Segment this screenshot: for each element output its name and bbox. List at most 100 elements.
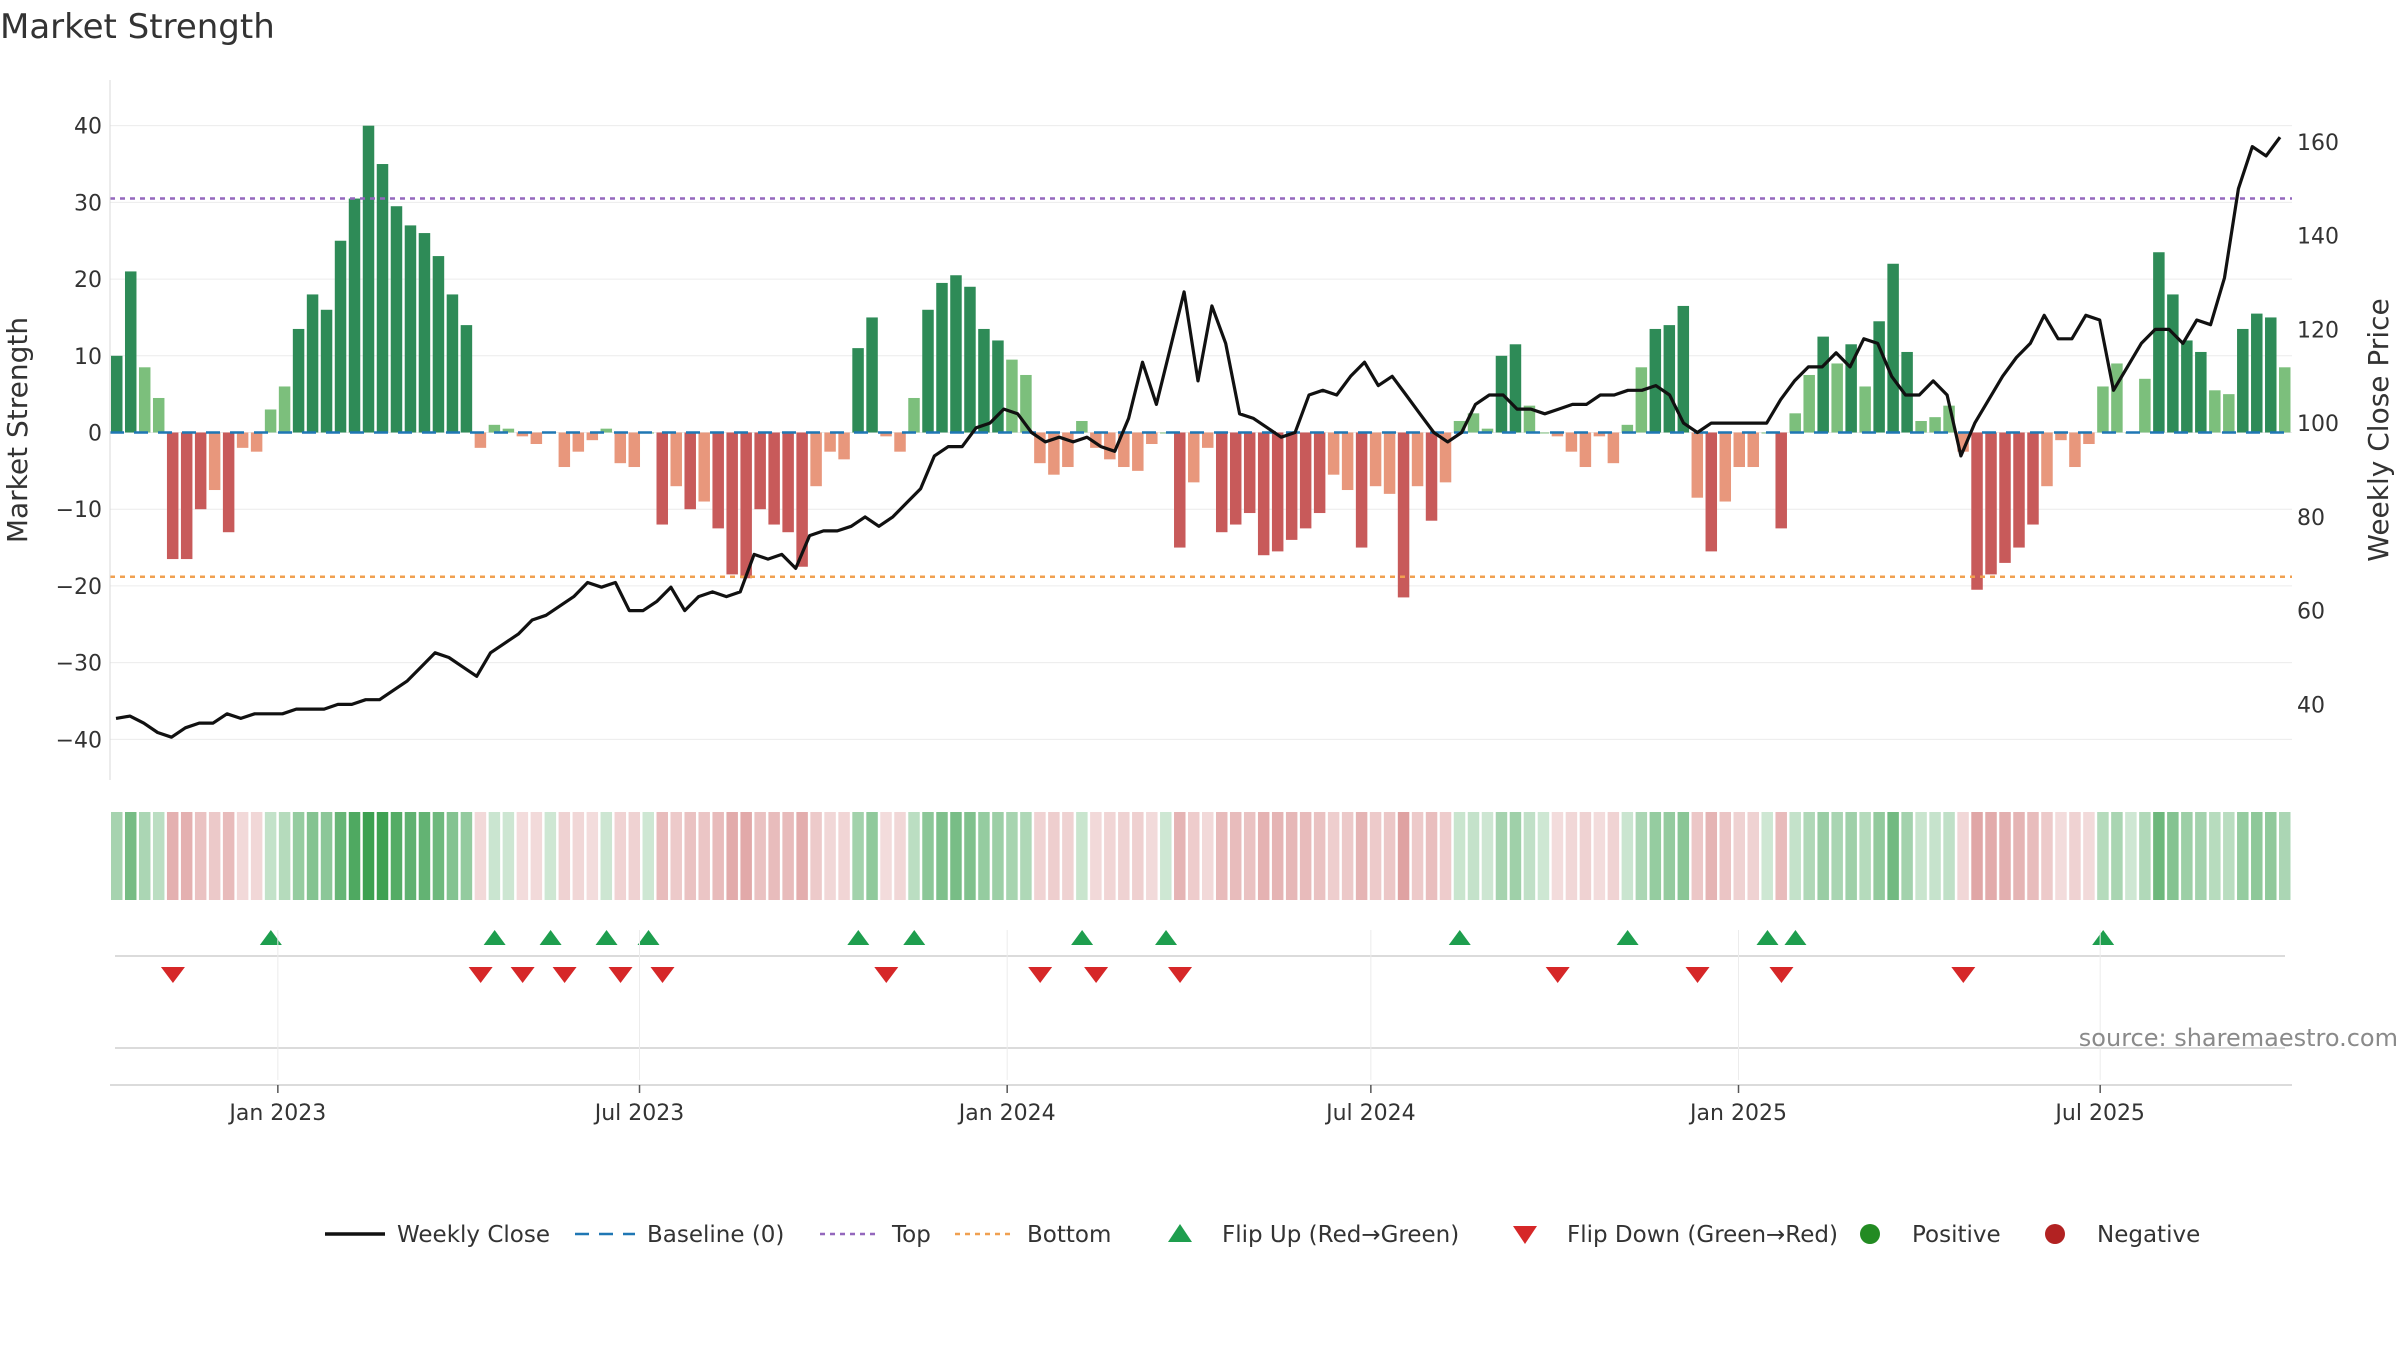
flip-up-marker <box>1071 930 1094 945</box>
strength-bar <box>684 432 696 510</box>
heat-cell <box>2195 812 2207 900</box>
x-tick-label: Jan 2025 <box>1688 1101 1787 1126</box>
strength-bar <box>460 325 473 433</box>
legend-item: Flip Down (Green→Red) <box>1513 1222 1838 1248</box>
strength-bar <box>1188 432 1200 483</box>
flip-down-marker <box>160 967 185 983</box>
strength-bar <box>1146 432 1158 445</box>
strength-bar <box>2167 294 2179 433</box>
heat-cell <box>180 812 193 900</box>
strength-bar <box>1747 432 1759 468</box>
strength-bar <box>320 309 333 433</box>
strength-bar <box>1481 428 1494 433</box>
heat-cell <box>1090 812 1102 900</box>
strength-bar <box>446 294 459 433</box>
heat-cell <box>1733 812 1745 900</box>
strength-bar <box>1775 432 1787 529</box>
strength-bar <box>1118 432 1130 468</box>
strength-bar <box>810 432 822 487</box>
legend-label: Baseline (0) <box>647 1222 784 1248</box>
strength-bar <box>2069 432 2081 468</box>
legend-label: Top <box>891 1222 931 1248</box>
heat-cell <box>1775 812 1787 900</box>
flip-down-marker <box>468 967 493 983</box>
heat-cell <box>1160 812 1172 900</box>
strength-bar <box>362 125 375 433</box>
flip-down-marker <box>874 967 899 983</box>
flip-up-marker <box>595 930 618 945</box>
y2-tick-label: 120 <box>2297 318 2339 343</box>
strength-bar <box>656 432 668 525</box>
heat-cell <box>390 812 403 900</box>
weekly-close-line <box>115 136 2282 739</box>
strength-bar <box>1705 432 1718 552</box>
heat-cell <box>978 812 990 900</box>
strength-bar <box>194 432 207 510</box>
strength-bar <box>2013 432 2025 548</box>
heat-cell <box>1425 812 1438 900</box>
heat-cell <box>1118 812 1130 900</box>
heat-cell <box>1719 812 1732 900</box>
heat-cell <box>1705 812 1718 900</box>
heat-cell <box>1593 812 1606 900</box>
strength-bar <box>1859 386 1871 433</box>
legend-swatch-flip-down <box>1513 1226 1537 1244</box>
strength-bar <box>1607 432 1620 464</box>
strength-bar <box>1523 405 1536 433</box>
strength-bar <box>740 432 752 579</box>
strength-heat-strip <box>111 812 2291 900</box>
heat-cell <box>1369 812 1382 900</box>
strength-bar <box>334 240 347 433</box>
heat-cell <box>1929 812 1941 900</box>
heat-cell <box>600 812 613 900</box>
heat-cell <box>1467 812 1480 900</box>
strength-bar <box>418 233 431 433</box>
y-tick-label: 10 <box>74 345 102 370</box>
y2-tick-label: 160 <box>2297 131 2339 156</box>
strength-bar <box>208 432 221 491</box>
strength-bar <box>124 271 137 433</box>
heat-cell <box>2279 812 2291 900</box>
heat-cell <box>1887 812 1899 900</box>
strength-bar <box>1160 432 1172 434</box>
legend-item: Positive <box>1860 1222 2001 1248</box>
heat-cell <box>964 812 976 900</box>
strength-bar <box>922 309 934 433</box>
strength-bar <box>152 397 165 433</box>
strength-bar <box>1887 263 1899 433</box>
heat-cell <box>1635 812 1648 900</box>
strength-bar <box>1817 336 1829 433</box>
heat-cell <box>852 812 864 900</box>
strength-bar <box>2223 394 2235 433</box>
strength-bar <box>572 432 585 452</box>
heat-cell <box>111 812 123 900</box>
strength-bars <box>111 125 2291 598</box>
y-axis-title: Market Strength <box>1 317 34 543</box>
heat-cell <box>1048 812 1060 900</box>
heat-cell <box>1565 812 1578 900</box>
heat-cell <box>2153 812 2165 900</box>
heat-cell <box>362 812 375 900</box>
heat-cell <box>194 812 207 900</box>
heat-cell <box>1845 812 1857 900</box>
heat-cell <box>936 812 948 900</box>
strength-bar <box>936 282 948 433</box>
strength-bar <box>1971 432 1983 590</box>
heat-cell <box>1901 812 1913 900</box>
flip-markers <box>115 930 2285 1049</box>
strength-bar <box>1677 305 1690 433</box>
y2-tick-label: 100 <box>2297 412 2339 437</box>
strength-bar <box>1034 432 1046 464</box>
heat-cell <box>586 812 599 900</box>
strength-bar <box>1719 432 1732 502</box>
strength-bar <box>1062 432 1074 468</box>
strength-bar <box>754 432 766 510</box>
heat-cell <box>1215 812 1228 900</box>
y-tick-label: −10 <box>56 498 102 523</box>
strength-bar <box>530 432 543 445</box>
strength-bar <box>852 348 864 433</box>
strength-bar <box>1915 420 1927 433</box>
heat-cell <box>1355 812 1368 900</box>
flip-up-marker <box>1448 930 1471 945</box>
